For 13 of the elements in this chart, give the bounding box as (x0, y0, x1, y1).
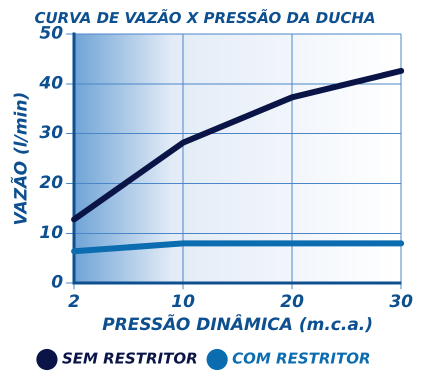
x-tick-label: 30 (389, 292, 414, 312)
x-tick-label: 20 (280, 292, 304, 312)
y-tick-label: 20 (39, 172, 64, 193)
y-axis-title: VAZÃO (l/min) (10, 92, 32, 226)
x-tick-label: 2 (68, 292, 80, 312)
y-tick-label: 30 (39, 123, 64, 144)
legend-label: SEM RESTRITOR (62, 349, 198, 368)
x-axis-title: PRESSÃO DINÂMICA (m.c.a.) (102, 314, 374, 336)
x-tick-label: 10 (171, 292, 196, 312)
legend-label: COM RESTRITOR (232, 349, 371, 368)
y-tick-label: 0 (51, 272, 64, 293)
y-tick-label: 40 (38, 73, 64, 94)
y-tick-label: 10 (39, 222, 64, 243)
